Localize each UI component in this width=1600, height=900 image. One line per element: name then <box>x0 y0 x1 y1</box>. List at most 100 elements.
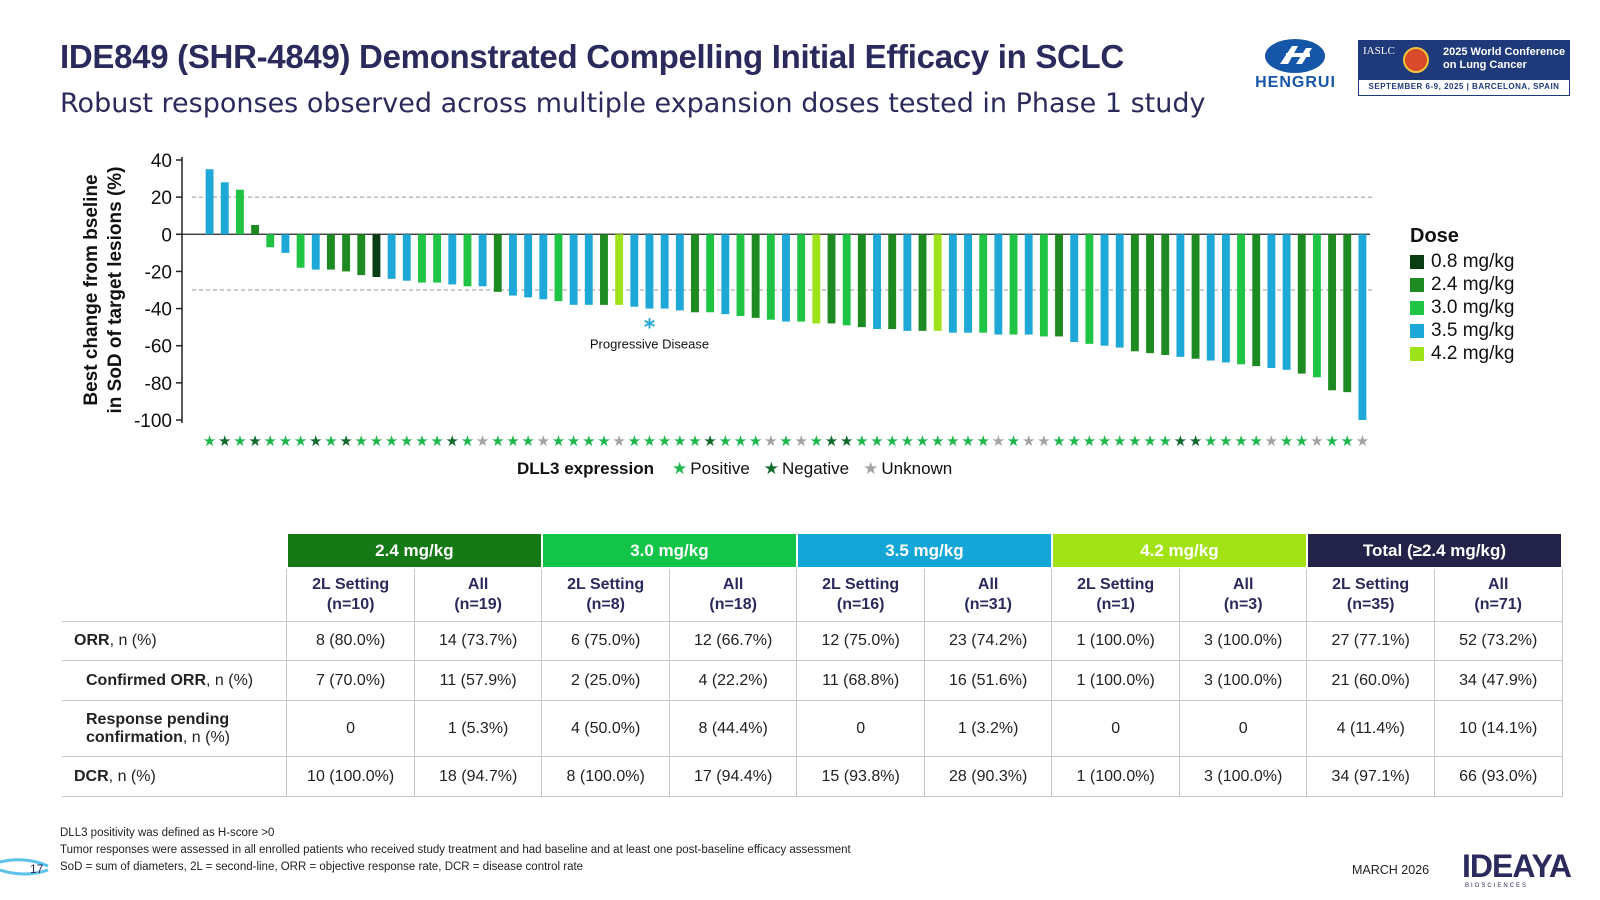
dll3-star: ★ <box>385 432 398 450</box>
star-icon: ★ <box>763 459 780 478</box>
bar <box>964 234 972 333</box>
waterfall-chart: 40 20 0 -20 -40 -60 -80 -100 Best change from bs… <box>81 151 1374 450</box>
group-header-3-0: 3.0 mg/kg <box>540 532 798 569</box>
row-label: ORR, n (%) <box>62 621 288 661</box>
table-corner <box>62 568 287 622</box>
bar <box>1024 234 1033 335</box>
table-cell: 52 (73.2%) <box>1433 621 1563 661</box>
dose-swatch <box>1410 346 1424 361</box>
dose-legend-item: 3.0 mg/kg <box>1410 296 1514 319</box>
bar <box>645 234 654 309</box>
bar <box>691 234 699 313</box>
subheader-cell: 2L Setting (n=1) <box>1051 567 1180 622</box>
y-tick-label: -20 <box>145 262 172 283</box>
bar <box>311 234 320 270</box>
table-cell: 4 (11.4%) <box>1306 700 1435 757</box>
bar <box>979 234 988 333</box>
footer-date: MARCH 2026 <box>1352 863 1430 877</box>
bar <box>463 234 472 287</box>
bar <box>1206 234 1215 361</box>
bar <box>1252 234 1261 367</box>
dll3-star: ★ <box>901 432 914 450</box>
bar <box>857 234 866 328</box>
bar <box>326 234 335 270</box>
pd-marker: * <box>644 316 656 341</box>
dll3-star: ★ <box>779 432 792 450</box>
dll3-star: ★ <box>339 432 352 450</box>
table-cell: 1 (3.2%) <box>923 700 1053 757</box>
bar <box>782 234 790 322</box>
bar <box>220 182 229 235</box>
subheader-cell: 2L Setting (n=10) <box>286 567 415 622</box>
y-tick-label: 40 <box>151 151 172 172</box>
bar <box>994 234 1003 335</box>
dll3-star: ★ <box>355 432 368 450</box>
bar <box>918 234 927 331</box>
dll3-star: ★ <box>370 432 383 450</box>
table-cell: 8 (80.0%) <box>286 621 415 661</box>
bar <box>721 234 730 315</box>
bar <box>584 234 593 305</box>
footnote: Tumor responses were assessed in all enr… <box>60 844 851 856</box>
bar <box>888 234 897 329</box>
bar <box>357 234 366 276</box>
bar <box>251 225 260 235</box>
bar <box>478 234 487 287</box>
bar <box>842 234 851 326</box>
page-number: 17 <box>30 862 44 876</box>
dll3-star: ★ <box>1356 432 1369 450</box>
bar <box>903 234 912 331</box>
dll3-star: ★ <box>1007 432 1020 450</box>
dll3-star: ★ <box>931 432 944 450</box>
table-cell: 3 (100.0%) <box>1178 756 1308 797</box>
dose-legend-title: Dose <box>1410 225 1459 247</box>
dll3-star: ★ <box>916 432 929 450</box>
dll3-star: ★ <box>521 432 534 450</box>
dll3-star: ★ <box>461 432 474 450</box>
group-header-2-4: 2.4 mg/kg <box>285 532 543 569</box>
iaslc-logo: IASLC 2025 World Conference on Lung Canc… <box>1358 40 1570 96</box>
bar <box>1146 234 1154 354</box>
dll3-star: ★ <box>1052 432 1065 450</box>
table-cell: 10 (14.1%) <box>1433 700 1563 757</box>
table-row: DCR, n (%) 10 (100.0%) 18 (94.7%) 8 (100.0%… <box>62 756 1563 797</box>
dll3-star: ★ <box>628 432 641 450</box>
bar <box>387 234 396 279</box>
dll3-star: ★ <box>552 432 565 450</box>
dose-legend-item: 2.4 mg/kg <box>1410 273 1514 296</box>
bar <box>812 234 821 324</box>
dll3-star: ★ <box>1325 432 1338 450</box>
dll3-star: ★ <box>764 432 777 450</box>
dll3-star: ★ <box>992 432 1005 450</box>
dll3-star: ★ <box>1204 432 1217 450</box>
bar <box>205 169 214 235</box>
bar <box>1161 234 1170 355</box>
table-cell: 34 (47.9%) <box>1433 660 1563 701</box>
dll3-star: ★ <box>810 432 823 450</box>
dll3-star: ★ <box>794 432 807 450</box>
dll3-star: ★ <box>279 432 292 450</box>
bar <box>675 234 684 311</box>
bar <box>1267 234 1276 368</box>
subheader-cell: 2L Setting (n=16) <box>796 567 925 622</box>
dose-legend-item: 4.2 mg/kg <box>1410 342 1514 365</box>
bar <box>266 234 275 248</box>
dose-swatch <box>1410 254 1424 269</box>
dose-legend-label: 0.8 mg/kg <box>1431 250 1515 272</box>
dll3-star: ★ <box>946 432 959 450</box>
table-cell: 1 (100.0%) <box>1051 660 1180 701</box>
dll3-star: ★ <box>203 432 216 450</box>
dose-legend-label: 4.2 mg/kg <box>1431 342 1515 364</box>
bar <box>235 189 244 235</box>
slide-subtitle: Robust responses observed across multipl… <box>60 88 1206 119</box>
dll3-star: ★ <box>658 432 671 450</box>
table-row: Response pending confirmation, n (%) 0 1 (… <box>62 700 1563 757</box>
bar <box>615 234 624 305</box>
table-cell: 27 (77.1%) <box>1306 621 1435 661</box>
table-corner <box>62 533 287 568</box>
iaslc-conference: 2025 World Conference on Lung Cancer <box>1443 46 1566 71</box>
response-table: 2.4 mg/kg 3.0 mg/kg 3.5 mg/kg 4.2 mg/kg … <box>62 532 1564 797</box>
bar <box>448 234 457 285</box>
dll3-star: ★ <box>1189 432 1202 450</box>
y-tick-label: -100 <box>134 411 172 432</box>
